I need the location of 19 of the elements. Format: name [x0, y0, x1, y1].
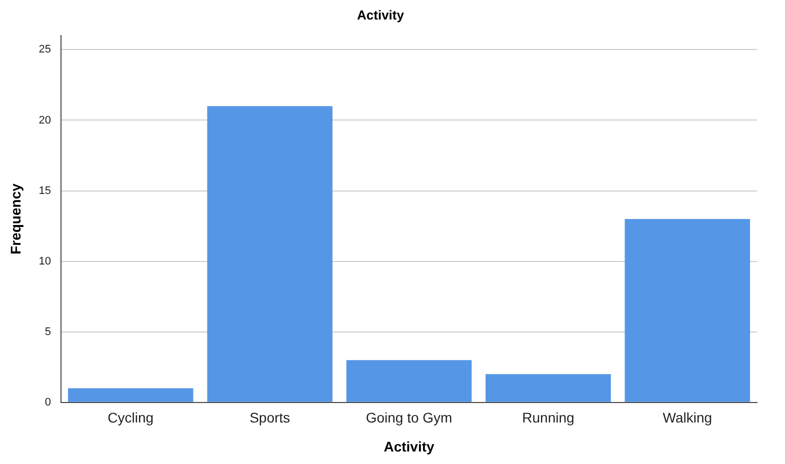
y-tick-label: 5: [44, 326, 52, 338]
x-axis-title: Activity: [384, 438, 435, 454]
y-axis-title: Frequency: [7, 183, 24, 254]
bar: [68, 388, 194, 402]
bar: [624, 219, 750, 402]
bar: [207, 106, 332, 402]
bar: [486, 374, 611, 402]
y-tick-label: 15: [38, 184, 52, 197]
x-tick-label: Walking: [662, 410, 712, 426]
y-tick-label: 0: [44, 396, 52, 408]
x-tick-label: Sports: [250, 410, 290, 426]
x-tick-label: Cycling: [108, 410, 154, 426]
x-tick-label: Running: [522, 410, 574, 426]
bar: [346, 360, 472, 402]
y-tick-label: 10: [38, 255, 52, 268]
x-tick-label: Going to Gym: [366, 410, 452, 426]
y-tick-label: 20: [38, 114, 52, 126]
chart-title: Activity: [357, 7, 405, 22]
y-tick-label: 25: [38, 44, 52, 56]
